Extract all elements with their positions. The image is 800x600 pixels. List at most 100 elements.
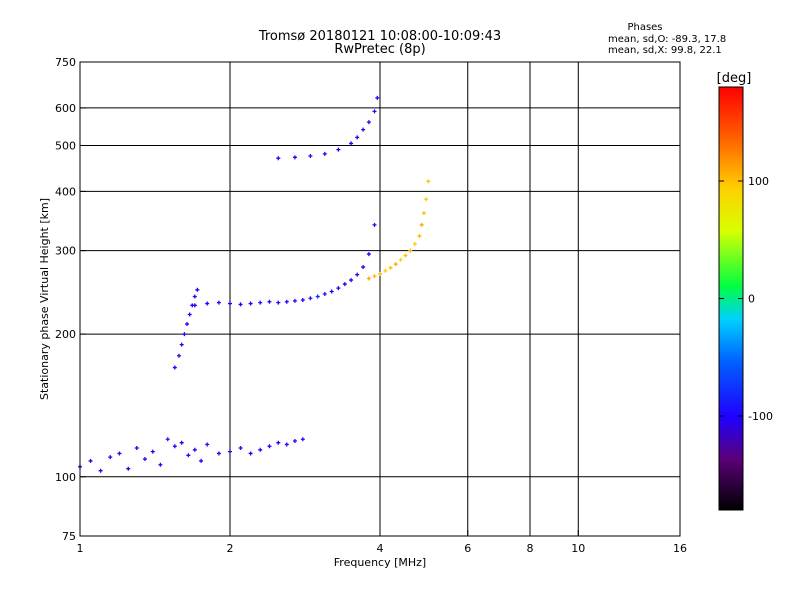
y-tick-label: 600 bbox=[55, 102, 76, 115]
data-point bbox=[393, 262, 398, 267]
colorbar-tick-label: 0 bbox=[748, 293, 755, 306]
data-point bbox=[366, 276, 371, 281]
stats-line-x: mean, sd,X: 99.8, 22.1 bbox=[608, 45, 722, 56]
data-point bbox=[142, 457, 147, 462]
data-point bbox=[355, 272, 360, 277]
y-tick-label: 75 bbox=[62, 530, 76, 543]
data-point bbox=[179, 440, 184, 445]
data-point bbox=[88, 458, 93, 463]
data-point bbox=[117, 451, 122, 456]
data-point bbox=[228, 449, 232, 454]
data-point bbox=[284, 442, 289, 447]
data-point bbox=[205, 442, 210, 447]
data-point bbox=[308, 296, 313, 301]
data-point bbox=[419, 222, 424, 227]
data-point bbox=[292, 298, 297, 303]
y-tick-label: 400 bbox=[55, 185, 76, 198]
y-tick-label: 200 bbox=[55, 328, 76, 341]
data-point bbox=[134, 446, 139, 451]
data-point bbox=[258, 447, 263, 452]
data-point bbox=[412, 241, 417, 246]
data-point bbox=[248, 301, 253, 306]
data-point bbox=[378, 271, 382, 276]
data-point bbox=[258, 300, 263, 305]
data-point bbox=[375, 95, 380, 100]
data-point bbox=[150, 449, 155, 454]
colorbar-tick-label: -100 bbox=[748, 410, 773, 423]
data-point bbox=[417, 234, 422, 239]
data-point bbox=[424, 197, 429, 202]
x-axis-label: Frequency [MHz] bbox=[334, 556, 426, 569]
data-point bbox=[182, 332, 187, 337]
data-point bbox=[372, 274, 377, 279]
data-point bbox=[292, 438, 297, 443]
data-point bbox=[276, 300, 281, 305]
data-point bbox=[238, 302, 243, 307]
data-point bbox=[361, 265, 366, 270]
data-point bbox=[342, 282, 347, 287]
data-point bbox=[426, 179, 431, 184]
data-point bbox=[349, 278, 354, 283]
x-tick-label: 16 bbox=[673, 542, 687, 555]
data-point bbox=[185, 322, 190, 327]
data-point bbox=[186, 453, 191, 458]
data-point bbox=[248, 451, 253, 456]
y-tick-label: 500 bbox=[55, 139, 76, 152]
data-point bbox=[276, 156, 281, 161]
data-points bbox=[78, 95, 431, 473]
data-point bbox=[276, 440, 281, 445]
data-point bbox=[158, 462, 163, 467]
x-tick-label: 10 bbox=[571, 542, 585, 555]
data-point bbox=[195, 287, 200, 292]
colorbar-ticks: -100 0 100 bbox=[719, 175, 773, 423]
data-point bbox=[322, 151, 327, 156]
data-point bbox=[238, 446, 243, 451]
x-tick-label: 6 bbox=[464, 542, 471, 555]
data-point bbox=[192, 294, 197, 299]
data-point bbox=[300, 437, 305, 442]
data-point bbox=[398, 257, 403, 262]
data-point bbox=[388, 265, 393, 270]
colorbar-tick-label: 100 bbox=[748, 175, 769, 188]
data-point bbox=[300, 298, 305, 303]
stats-heading: Phases bbox=[627, 22, 662, 33]
x-tick-label: 1 bbox=[77, 542, 84, 555]
data-point bbox=[355, 135, 360, 140]
data-point bbox=[126, 466, 131, 471]
data-point bbox=[372, 109, 377, 114]
data-point bbox=[98, 468, 103, 473]
data-point bbox=[308, 154, 313, 159]
data-point bbox=[408, 248, 413, 253]
data-point bbox=[187, 312, 192, 317]
data-point bbox=[172, 365, 177, 370]
data-point bbox=[165, 437, 170, 442]
data-point bbox=[336, 147, 341, 152]
data-point bbox=[383, 268, 388, 273]
data-point bbox=[267, 299, 272, 304]
y-tick-label: 300 bbox=[55, 245, 76, 258]
grid-lines bbox=[80, 62, 680, 536]
data-point bbox=[267, 444, 272, 449]
y-axis-label: Stationary phase Virtual Height [km] bbox=[38, 198, 51, 400]
x-tick-label: 2 bbox=[227, 542, 234, 555]
data-point bbox=[421, 211, 426, 216]
data-point bbox=[322, 292, 327, 297]
data-point bbox=[336, 286, 341, 291]
chart-subtitle: RwPretec (8p) bbox=[334, 42, 425, 57]
data-point bbox=[179, 342, 184, 347]
x-tick-label: 4 bbox=[377, 542, 384, 555]
x-axis-ticks: 1 2 4 6 8 10 16 bbox=[77, 530, 687, 555]
y-axis-ticks: 75 100 200 300 400 500 600 750 bbox=[55, 56, 86, 543]
data-point bbox=[284, 299, 289, 304]
data-point bbox=[315, 294, 320, 299]
colorbar-label: [deg] bbox=[717, 71, 752, 86]
data-point bbox=[176, 353, 181, 358]
data-point bbox=[366, 120, 371, 125]
data-point bbox=[292, 155, 297, 160]
data-point bbox=[329, 289, 334, 294]
data-point bbox=[403, 253, 408, 258]
data-point bbox=[372, 222, 377, 227]
chart-title: Tromsø 20180121 10:08:00-10:09:43 bbox=[258, 29, 501, 44]
data-point bbox=[366, 252, 371, 257]
